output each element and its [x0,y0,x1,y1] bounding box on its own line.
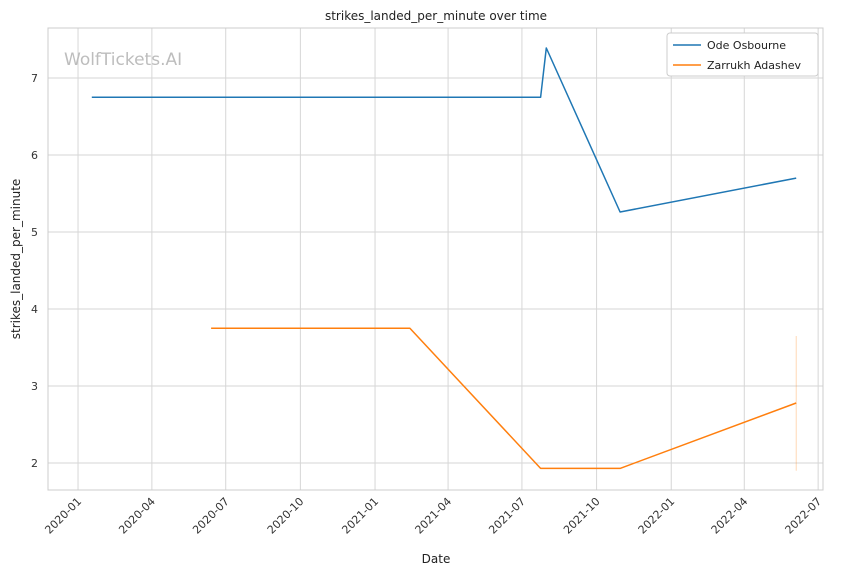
legend-label: Zarrukh Adashev [707,59,801,72]
x-tick-label: 2021-07 [486,495,528,537]
series-line-1 [91,47,797,213]
x-tick-label: 2020-04 [116,495,158,537]
x-tick-label: 2020-07 [190,495,232,537]
y-tick-label: 6 [31,149,38,162]
series-layer [91,47,797,471]
chart-title: strikes_landed_per_minute over time [325,9,547,23]
y-axis-label: strikes_landed_per_minute [9,179,23,340]
x-tick-label: 2020-10 [265,495,307,537]
x-tick-label: 2020-01 [42,495,84,537]
x-tick-label: 2022-07 [783,495,825,537]
x-tick-label: 2021-01 [339,495,381,537]
x-tick-label: 2021-10 [561,495,603,537]
y-tick-label: 2 [31,457,38,470]
legend: Ode Osbourne Zarrukh Adashev [666,32,819,77]
x-axis-label: Date [422,552,451,566]
x-tick-label: 2022-04 [709,495,751,537]
legend-label: Ode Osbourne [707,39,786,52]
x-tick-label: 2021-04 [413,495,455,537]
x-axis-ticks: 2020-01 2020-04 2020-07 2020-10 2021-01 2021-… [42,495,824,537]
y-tick-label: 3 [31,380,38,393]
x-tick-label: 2022-01 [636,495,678,537]
legend-box [666,32,819,77]
watermark: WolfTickets.AI [64,50,182,70]
y-tick-label: 4 [31,303,38,316]
series-line-2 [211,327,797,470]
plot-frame [47,27,824,491]
y-tick-label: 5 [31,226,38,239]
grid [48,28,823,490]
y-axis-ticks: 2 3 4 5 6 7 [31,72,38,470]
y-tick-label: 7 [31,72,38,85]
